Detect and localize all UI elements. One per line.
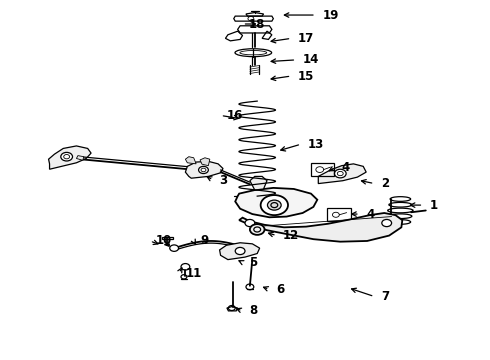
Circle shape [248, 196, 258, 203]
Polygon shape [220, 243, 260, 260]
Text: 13: 13 [308, 138, 324, 150]
Circle shape [268, 200, 281, 210]
Text: 14: 14 [303, 53, 319, 66]
Circle shape [243, 244, 252, 250]
Bar [311, 163, 334, 176]
Text: 3: 3 [220, 174, 228, 186]
Text: 5: 5 [249, 256, 257, 269]
Text: 10: 10 [156, 234, 172, 247]
Text: 8: 8 [249, 305, 257, 318]
Bar [327, 208, 350, 221]
Text: 1: 1 [430, 199, 438, 212]
Polygon shape [250, 176, 267, 190]
Polygon shape [239, 213, 402, 242]
Text: 15: 15 [298, 69, 314, 82]
Text: 12: 12 [283, 229, 299, 242]
Circle shape [334, 169, 346, 178]
Polygon shape [185, 157, 196, 164]
Text: 7: 7 [381, 290, 389, 303]
Text: 4: 4 [366, 208, 374, 221]
Polygon shape [76, 156, 84, 160]
Circle shape [261, 195, 288, 215]
Text: 18: 18 [249, 18, 265, 31]
Circle shape [250, 224, 265, 235]
Circle shape [198, 166, 208, 174]
Text: 19: 19 [322, 9, 339, 22]
Text: 11: 11 [185, 267, 202, 280]
Text: 2: 2 [381, 177, 389, 190]
Polygon shape [235, 188, 318, 217]
Polygon shape [49, 146, 91, 169]
Circle shape [170, 245, 178, 251]
Text: 4: 4 [342, 161, 350, 174]
Circle shape [245, 220, 255, 226]
Text: 6: 6 [276, 283, 284, 296]
Text: 16: 16 [227, 109, 244, 122]
Polygon shape [200, 158, 210, 166]
Polygon shape [318, 164, 366, 184]
Polygon shape [185, 161, 223, 178]
Polygon shape [164, 244, 169, 246]
Text: 9: 9 [200, 234, 208, 247]
Circle shape [382, 220, 392, 226]
Circle shape [235, 247, 245, 255]
Text: 17: 17 [298, 32, 314, 45]
Circle shape [61, 152, 73, 161]
